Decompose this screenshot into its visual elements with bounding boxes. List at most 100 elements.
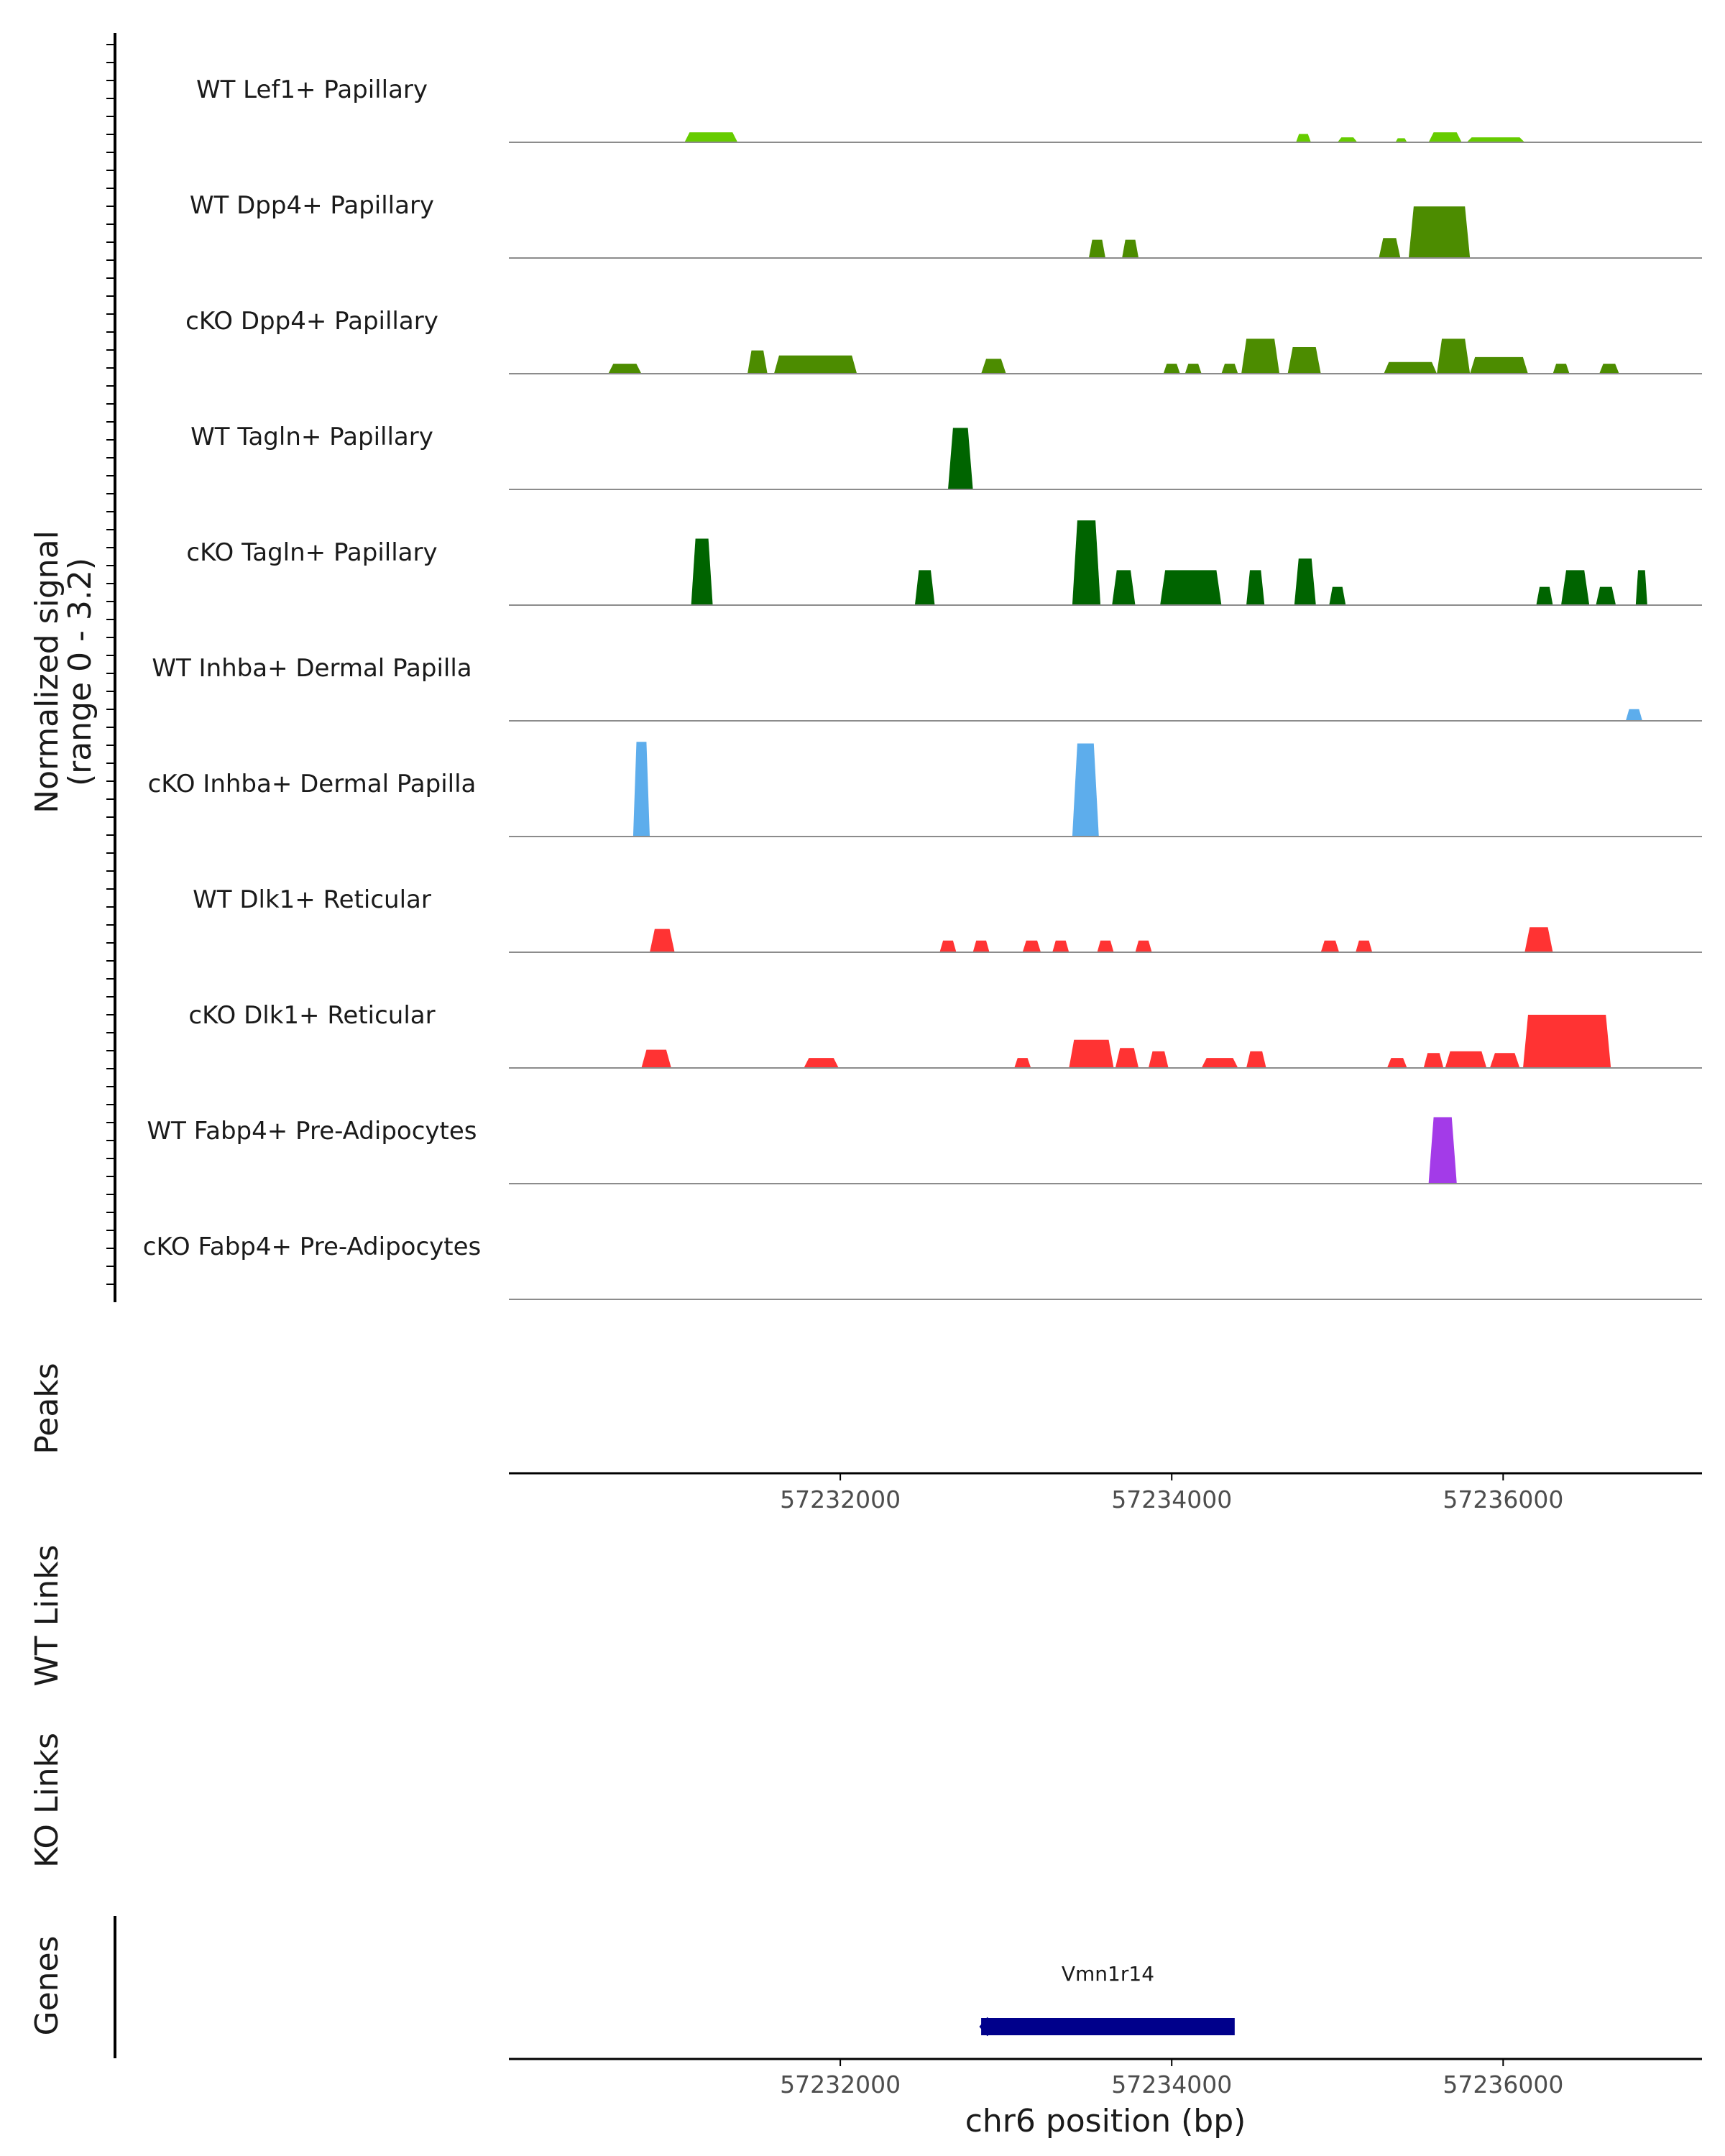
x-tick-label: 57232000 — [780, 2070, 901, 2099]
coverage-peak — [1148, 1051, 1169, 1068]
coverage-peak — [1115, 1048, 1139, 1068]
coverage-track: WT Dlk1+ Reticular — [193, 885, 1702, 953]
coverage-peak — [1287, 347, 1321, 374]
coverage-peak — [1552, 364, 1570, 374]
coverage-tracks: WT Lef1+ Papillary WT Dpp4+ Papillary cKO … — [143, 75, 1702, 1300]
x-tick-label: 57232000 — [780, 1485, 901, 1514]
coverage-peak — [1135, 940, 1152, 952]
peaks-x-axis-ticks: 57232000 57234000 57236000 — [780, 1473, 1563, 1514]
coverage-track: WT Tagln+ Papillary — [190, 423, 1702, 490]
coverage-peak — [1428, 132, 1462, 142]
coverage-peak — [1296, 134, 1311, 142]
coverage-peak — [1160, 570, 1222, 605]
x-tick-label: 57236000 — [1443, 2070, 1563, 2099]
coverage-peak — [1246, 1051, 1266, 1068]
coverage-peak — [1536, 586, 1553, 605]
coverage-peak — [948, 428, 973, 489]
coverage-peak — [1445, 1051, 1487, 1068]
coverage-peak — [1466, 137, 1525, 142]
coverage-peak — [1524, 927, 1553, 952]
coverage-peak — [1122, 239, 1139, 258]
gene-strand-arrow — [979, 2017, 990, 2037]
track-label: WT Lef1+ Papillary — [196, 75, 428, 104]
coverage-track: cKO Tagln+ Papillary — [186, 520, 1702, 606]
coverage-peak — [1356, 940, 1373, 952]
genes-panel-label: Genes — [29, 1935, 65, 2035]
coverage-y-range: (range 0 - 3.2) — [62, 558, 98, 786]
x-tick-label: 57234000 — [1111, 1485, 1232, 1514]
coverage-peak — [641, 1049, 671, 1068]
coverage-peak — [1072, 743, 1099, 837]
coverage-peak — [1320, 940, 1340, 952]
coverage-peak — [684, 132, 738, 142]
coverage-peak — [1088, 239, 1105, 258]
coverage-peak — [691, 538, 713, 605]
ko-links-panel-label: KO Links — [29, 1733, 65, 1868]
coverage-peak — [1097, 940, 1114, 952]
coverage-peak — [1384, 361, 1438, 374]
coverage-peak — [804, 1058, 839, 1068]
coverage-axis-ticks — [106, 44, 115, 1285]
coverage-peak — [1489, 1053, 1520, 1068]
coverage-peak — [981, 359, 1006, 374]
coverage-peak — [1408, 206, 1471, 258]
coverage-track: cKO Dlk1+ Reticular — [188, 1001, 1702, 1069]
track-label: WT Dlk1+ Reticular — [193, 885, 431, 914]
coverage-peak — [1625, 709, 1642, 721]
coverage-peak — [1428, 1117, 1457, 1184]
gene-label: Vmn1r14 — [1062, 1962, 1154, 1986]
coverage-peak — [1329, 586, 1346, 605]
coverage-peak — [773, 355, 857, 374]
genes-x-axis-ticks: 57232000 57234000 57236000 — [780, 2059, 1563, 2099]
coverage-peak — [1635, 570, 1647, 605]
track-label: cKO Fabp4+ Pre-Adipocytes — [143, 1233, 482, 1261]
coverage-peak — [1241, 338, 1280, 374]
coverage-peak — [1437, 338, 1471, 374]
coverage-peak — [1523, 1015, 1611, 1068]
peaks-panel-label: Peaks — [29, 1363, 65, 1454]
coverage-peak — [650, 929, 675, 952]
coverage-peak — [1022, 940, 1041, 952]
x-axis-title: chr6 position (bp) — [965, 2103, 1246, 2139]
coverage-peak — [1072, 520, 1101, 605]
coverage-track: WT Lef1+ Papillary — [196, 75, 1702, 143]
coverage-peak — [1163, 364, 1180, 374]
coverage-peak — [1052, 940, 1070, 952]
coverage-track: WT Inhba+ Dermal Papilla — [152, 654, 1702, 722]
x-tick-label: 57234000 — [1111, 2070, 1232, 2099]
gene-annotations: Vmn1r14 — [979, 1962, 1235, 2037]
coverage-peak — [1337, 137, 1358, 142]
coverage-peak — [1470, 356, 1528, 374]
x-tick-label: 57236000 — [1443, 1485, 1563, 1514]
track-label: cKO Tagln+ Papillary — [186, 538, 437, 567]
coverage-track: cKO Inhba+ Dermal Papilla — [148, 742, 1702, 837]
coverage-peak — [1014, 1058, 1031, 1068]
coverage-peak — [1596, 586, 1616, 605]
track-label: WT Fabp4+ Pre-Adipocytes — [147, 1117, 477, 1146]
coverage-peak — [1561, 570, 1590, 605]
coverage-track: WT Fabp4+ Pre-Adipocytes — [147, 1117, 1702, 1184]
coverage-peak — [748, 350, 768, 374]
coverage-peak — [1112, 570, 1136, 605]
coverage-y-axis — [106, 33, 116, 1302]
wt-links-panel-label: WT Links — [29, 1544, 65, 1686]
gene-body — [981, 2018, 1235, 2035]
coverage-peak — [1294, 558, 1316, 605]
coverage-peak — [632, 742, 650, 837]
coverage-peak — [1423, 1053, 1444, 1068]
coverage-peak — [1386, 1058, 1407, 1068]
track-label: WT Dpp4+ Papillary — [190, 191, 434, 220]
coverage-peak — [1201, 1058, 1238, 1068]
coverage-peak — [1395, 138, 1407, 142]
track-label: cKO Inhba+ Dermal Papilla — [148, 770, 477, 798]
coverage-peak — [972, 940, 990, 952]
track-label: cKO Dlk1+ Reticular — [188, 1001, 435, 1030]
coverage-track: cKO Dpp4+ Papillary — [185, 307, 1702, 374]
coverage-peak — [1379, 238, 1401, 258]
coverage-y-label: Normalized signal — [29, 530, 65, 814]
coverage-peak — [1184, 364, 1202, 374]
coverage-peak — [1221, 364, 1238, 374]
coverage-peak — [1069, 1039, 1114, 1068]
coverage-track: cKO Fabp4+ Pre-Adipocytes — [143, 1233, 1702, 1300]
